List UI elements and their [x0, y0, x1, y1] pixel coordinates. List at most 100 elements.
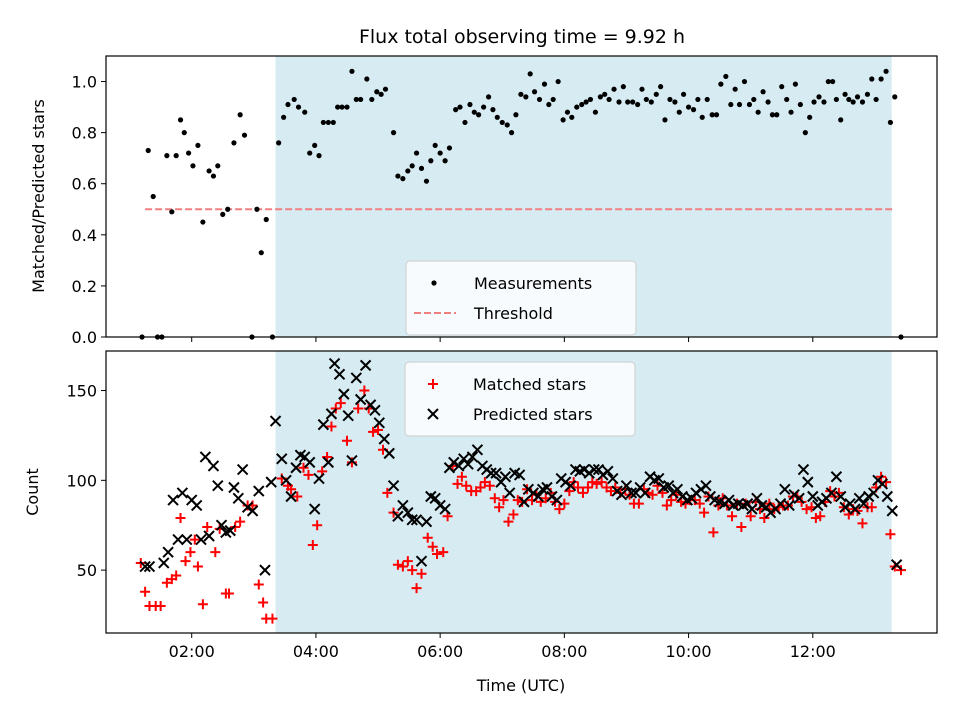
predicted-stars-point — [224, 524, 236, 537]
measurement-point — [390, 130, 397, 136]
measurement-point — [523, 94, 529, 100]
measurement-point — [842, 91, 848, 97]
measurement-point — [432, 142, 438, 149]
x-tick-label: 02:00 — [169, 642, 215, 661]
matched-stars-point — [140, 586, 151, 597]
predicted-stars-point — [518, 496, 530, 508]
measurement-point — [508, 130, 515, 136]
measurement-point — [467, 101, 473, 108]
predicted-stars-point — [373, 417, 385, 429]
matched-stars-point — [475, 482, 486, 493]
measurement-point — [873, 96, 879, 103]
measurement-point — [325, 119, 331, 126]
predicted-stars-point — [751, 492, 763, 504]
measurement-point — [405, 168, 411, 174]
predicted-stars-point — [607, 472, 619, 485]
matched-stars-point — [411, 583, 422, 594]
measurement-point — [792, 81, 798, 87]
predicted-stars-point — [181, 533, 193, 546]
measurement-point — [335, 104, 341, 110]
ratio-legend-box — [405, 260, 637, 336]
legend-label: Predicted stars — [473, 405, 593, 424]
measurement-point — [746, 101, 753, 108]
predicted-stars-point — [276, 453, 288, 465]
matched-stars-point — [180, 556, 191, 567]
predicted-stars-point — [825, 487, 838, 499]
predicted-stars-point — [835, 490, 847, 503]
measurement-point — [825, 78, 831, 85]
matched-stars-point — [368, 426, 379, 437]
measurement-point — [751, 96, 757, 103]
predicted-stars-point — [285, 490, 297, 503]
predicted-stars-point — [490, 467, 502, 479]
measurement-point — [662, 117, 668, 123]
matched-stars-point — [554, 504, 565, 515]
measurement-point — [769, 112, 776, 118]
matched-stars-point — [427, 541, 438, 552]
measurement-point — [409, 163, 415, 169]
measurement-point — [788, 109, 794, 115]
predicted-stars-point — [746, 503, 758, 515]
measurement-point — [830, 78, 836, 85]
predicted-stars-point — [700, 480, 712, 492]
measurement-point — [442, 158, 448, 164]
measurement-point — [811, 99, 817, 105]
matched-stars-point — [745, 511, 756, 522]
measurement-point — [602, 91, 608, 97]
predicted-stars-point — [858, 497, 870, 510]
measurement-point — [254, 206, 260, 212]
predicted-stars-point — [215, 519, 228, 531]
matched-stars-point — [494, 502, 505, 513]
measurement-point — [316, 153, 322, 159]
measurement-point — [869, 76, 875, 82]
predicted-stars-point — [881, 490, 894, 503]
measurement-point — [802, 130, 808, 136]
measurement-point — [471, 109, 477, 115]
measurement-point — [186, 150, 192, 156]
predicted-stars-point — [246, 505, 259, 517]
measurement-point — [349, 68, 355, 74]
predicted-stars-point — [532, 490, 544, 503]
predicted-stars-point — [346, 454, 358, 467]
ratio-y-tick-label: 0.2 — [72, 277, 97, 296]
count-series-x — [139, 357, 903, 576]
ratio-y-tick-label: 0.8 — [72, 124, 97, 143]
matched-stars-point — [498, 495, 509, 506]
predicted-stars-point — [807, 490, 819, 503]
predicted-stars-point — [564, 480, 577, 492]
predicted-stars-point — [378, 433, 390, 445]
measurement-point — [546, 101, 552, 108]
predicted-stars-point — [402, 506, 414, 519]
measurement-point — [779, 84, 785, 90]
ratio-panel: 0.0 0.2 0.4 0.6 0.8 1.0 Matched/Predicted sta… — [29, 55, 938, 347]
predicted-stars-point — [162, 546, 174, 558]
matched-stars-point — [286, 484, 297, 495]
matched-stars-point — [175, 513, 186, 524]
chart-title: Flux total observing time = 9.92 h — [359, 26, 685, 48]
matched-stars-point — [210, 547, 221, 558]
measurement-point — [579, 101, 585, 108]
measurement-point — [774, 112, 780, 118]
measurement-point — [606, 96, 612, 103]
legend-label: Threshold — [473, 304, 553, 323]
matched-stars-point — [197, 599, 208, 610]
predicted-stars-point — [232, 492, 244, 504]
predicted-stars-point — [228, 481, 240, 494]
matched-stars-point — [885, 529, 896, 540]
ratio-y-tick-label: 0.6 — [72, 175, 97, 194]
measurement-point — [592, 109, 599, 115]
measurement-point — [164, 153, 170, 159]
measurement-point — [550, 96, 556, 103]
measurement-point — [215, 163, 221, 169]
predicted-stars-point — [615, 488, 628, 501]
measurement-point — [177, 117, 184, 123]
measurement-point — [878, 76, 884, 82]
x-axis-label: Time (UTC) — [476, 676, 565, 695]
measurement-point — [490, 107, 496, 113]
matched-stars-point — [298, 462, 309, 473]
predicted-stars-point — [485, 467, 497, 479]
measurement-point — [518, 91, 524, 97]
predicted-stars-point — [620, 480, 633, 492]
ratio-y-axis-label: Matched/Predicted stars — [29, 99, 48, 293]
matched-stars-point — [432, 548, 443, 559]
